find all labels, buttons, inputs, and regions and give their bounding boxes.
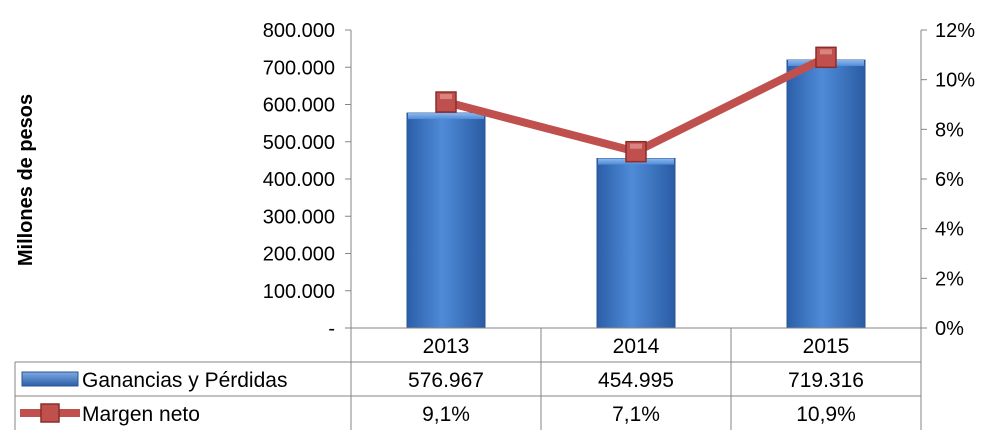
margin-line xyxy=(444,53,828,156)
y-tick-label: 100.000 xyxy=(263,281,335,303)
y-axis-ticks: - 100.000 200.000 300.000 400.000 500.000 600.… xyxy=(263,20,351,340)
y2-tick-label: 4% xyxy=(935,219,964,241)
bar-body xyxy=(786,59,866,329)
y-tick-label: 700.000 xyxy=(263,57,335,79)
category-label: 2014 xyxy=(613,335,660,358)
series-name: Margen neto xyxy=(82,403,200,426)
series-name: Ganancias y Pérdidas xyxy=(82,369,287,392)
table-cell-value: 576.967 xyxy=(408,369,484,392)
marker-highlight xyxy=(820,49,832,55)
y-axis-title: Millones de pesos xyxy=(15,94,37,266)
bar-body xyxy=(406,112,486,329)
y2-tick-label: 2% xyxy=(935,268,964,290)
table-cell-value: 9,1% xyxy=(422,403,470,426)
bar-2013 xyxy=(406,112,486,329)
line-series xyxy=(435,46,837,163)
y-tick-label: 600.000 xyxy=(263,95,335,117)
table-cell-value: 454.995 xyxy=(598,369,674,392)
table-cell-value: 7,1% xyxy=(612,403,660,426)
y2-tick-label: 10% xyxy=(935,70,975,92)
marker-highlight xyxy=(630,143,642,149)
bar-2015 xyxy=(786,59,866,329)
bar-bevel xyxy=(408,113,484,120)
y-tick-label: 800.000 xyxy=(263,20,335,42)
legend-key-bar xyxy=(21,371,79,387)
data-table: 2013 2014 2015 Ganancias y Pérdidas 576.967 4… xyxy=(14,327,922,430)
y2-axis-ticks: 0% 2% 4% 6% 8% 10% 12% xyxy=(921,20,975,340)
y2-tick-label: 0% xyxy=(935,318,964,340)
bar-series xyxy=(406,59,866,329)
y-tick-label: 200.000 xyxy=(263,244,335,266)
marker-highlight xyxy=(440,94,452,100)
legend-key-marker xyxy=(40,403,60,423)
table-cell-value: 719.316 xyxy=(788,369,864,392)
y2-tick-label: 6% xyxy=(935,169,964,191)
y-tick-label: 500.000 xyxy=(263,132,335,154)
category-label: 2015 xyxy=(803,335,850,358)
y2-tick-label: 12% xyxy=(935,20,975,42)
y-tick-label: 400.000 xyxy=(263,169,335,191)
y2-tick-label: 8% xyxy=(935,119,964,141)
y-tick-label: - xyxy=(328,318,335,340)
bar-body xyxy=(596,158,676,329)
y-tick-label: 300.000 xyxy=(263,206,335,228)
table-cell-value: 10,9% xyxy=(796,403,856,426)
category-label: 2013 xyxy=(423,335,470,358)
bar-2014 xyxy=(596,158,676,329)
